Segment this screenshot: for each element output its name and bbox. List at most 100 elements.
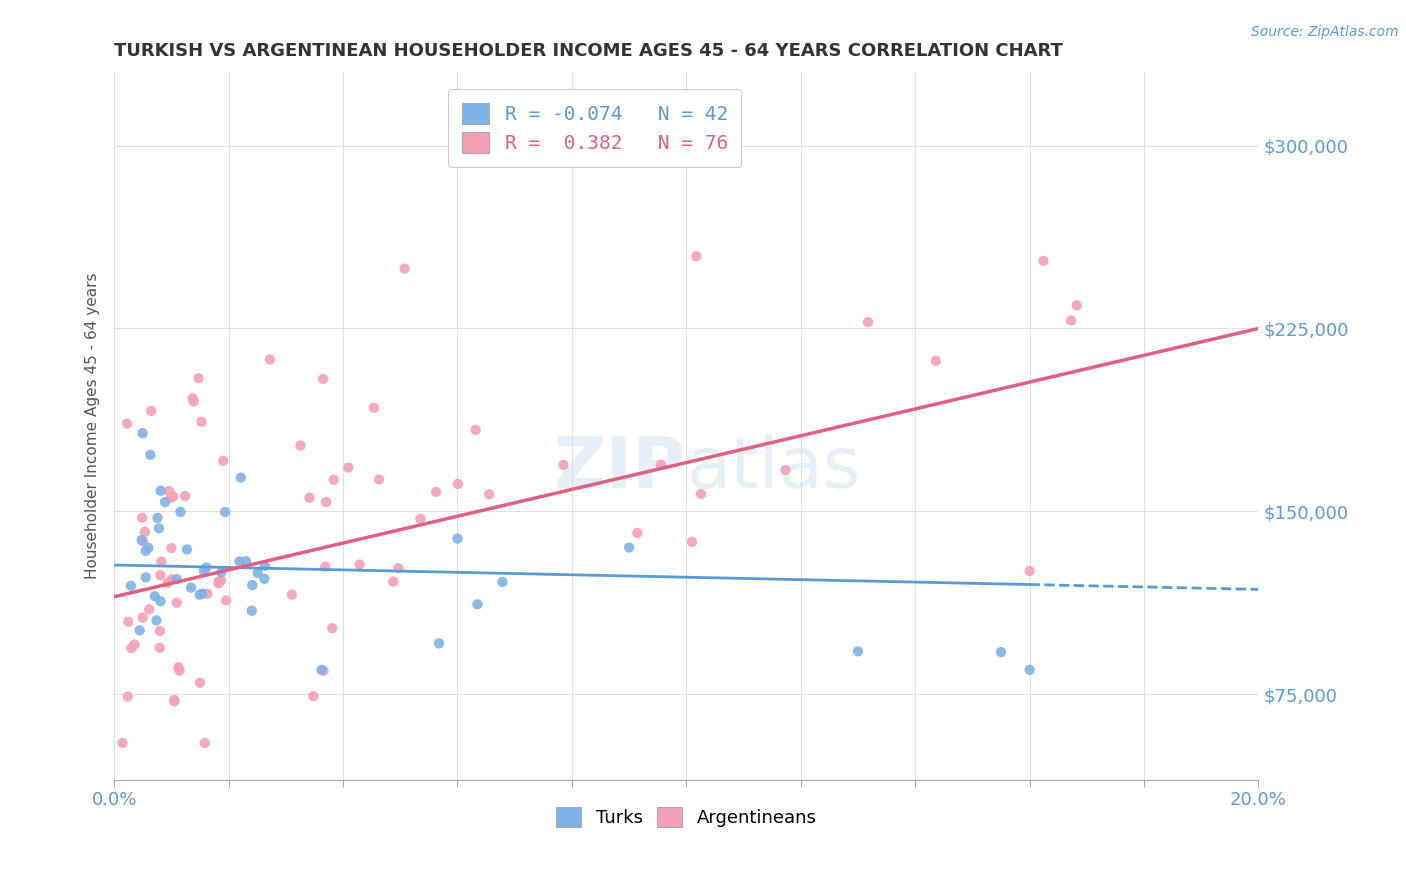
Point xyxy=(163,693,186,707)
Point xyxy=(990,645,1012,659)
Point xyxy=(188,675,211,690)
Point xyxy=(315,495,337,509)
Point xyxy=(132,610,155,624)
Point xyxy=(368,473,391,487)
Point xyxy=(427,636,450,650)
Point xyxy=(146,511,169,525)
Point xyxy=(246,566,269,580)
Point xyxy=(181,392,204,406)
Point xyxy=(135,543,157,558)
Point xyxy=(1032,253,1054,268)
Point xyxy=(131,426,153,441)
Point xyxy=(120,579,142,593)
Point xyxy=(685,249,707,263)
Point xyxy=(846,644,869,658)
Point xyxy=(212,454,235,468)
Point xyxy=(183,394,205,409)
Y-axis label: Householder Income Ages 45 - 64 years: Householder Income Ages 45 - 64 years xyxy=(86,273,100,579)
Point xyxy=(128,624,150,638)
Point xyxy=(235,554,257,568)
Point xyxy=(156,576,179,591)
Point xyxy=(136,541,159,555)
Point xyxy=(141,404,163,418)
Point xyxy=(162,490,184,504)
Point xyxy=(553,458,575,472)
Point xyxy=(111,736,134,750)
Point xyxy=(193,564,215,578)
Point xyxy=(321,621,343,635)
Point xyxy=(117,615,139,629)
Point xyxy=(188,588,211,602)
Point xyxy=(311,663,333,677)
Point xyxy=(190,415,212,429)
Point xyxy=(163,694,186,708)
Text: ZIP: ZIP xyxy=(554,434,686,503)
Point xyxy=(208,574,231,589)
Point xyxy=(195,587,218,601)
Point xyxy=(169,664,191,678)
Point xyxy=(180,581,202,595)
Point xyxy=(209,574,232,588)
Point xyxy=(617,541,640,555)
Point xyxy=(191,587,214,601)
Point xyxy=(650,458,672,472)
Point xyxy=(464,423,486,437)
Point xyxy=(240,604,263,618)
Point xyxy=(1060,313,1083,327)
Point xyxy=(150,555,173,569)
Point xyxy=(132,534,155,549)
Point xyxy=(425,484,447,499)
Point xyxy=(160,572,183,586)
Point xyxy=(149,568,172,582)
Point xyxy=(115,417,138,431)
Point xyxy=(1018,663,1040,677)
Point xyxy=(446,532,468,546)
Point xyxy=(447,476,470,491)
Point xyxy=(195,560,218,574)
Point xyxy=(349,558,371,572)
Point xyxy=(135,570,157,584)
Point xyxy=(169,505,191,519)
Point xyxy=(312,664,335,678)
Point xyxy=(387,561,409,575)
Point xyxy=(240,578,263,592)
Point xyxy=(149,483,172,498)
Point xyxy=(148,521,170,535)
Point xyxy=(194,736,217,750)
Point xyxy=(166,596,188,610)
Point xyxy=(159,491,181,505)
Point xyxy=(312,372,335,386)
Point xyxy=(149,594,172,608)
Point xyxy=(363,401,385,415)
Point xyxy=(298,491,321,505)
Point xyxy=(322,473,344,487)
Point xyxy=(149,640,172,655)
Text: Source: ZipAtlas.com: Source: ZipAtlas.com xyxy=(1251,25,1399,39)
Point xyxy=(160,541,183,555)
Point xyxy=(1066,298,1088,312)
Point xyxy=(775,463,797,477)
Point xyxy=(120,641,142,656)
Point xyxy=(253,558,276,573)
Point xyxy=(167,660,190,674)
Point xyxy=(214,505,236,519)
Point xyxy=(253,572,276,586)
Text: atlas: atlas xyxy=(686,434,860,503)
Point xyxy=(134,524,156,539)
Point xyxy=(281,588,304,602)
Point xyxy=(166,572,188,586)
Point xyxy=(187,371,209,385)
Text: TURKISH VS ARGENTINEAN HOUSEHOLDER INCOME AGES 45 - 64 YEARS CORRELATION CHART: TURKISH VS ARGENTINEAN HOUSEHOLDER INCOM… xyxy=(114,42,1063,60)
Point xyxy=(157,483,180,498)
Point xyxy=(176,542,198,557)
Point xyxy=(681,535,703,549)
Point xyxy=(925,353,948,368)
Point xyxy=(302,689,325,703)
Point xyxy=(259,352,281,367)
Point xyxy=(1018,564,1040,578)
Point xyxy=(467,597,489,611)
Point xyxy=(145,614,167,628)
Point xyxy=(131,533,153,547)
Point xyxy=(215,593,238,607)
Point xyxy=(208,576,231,591)
